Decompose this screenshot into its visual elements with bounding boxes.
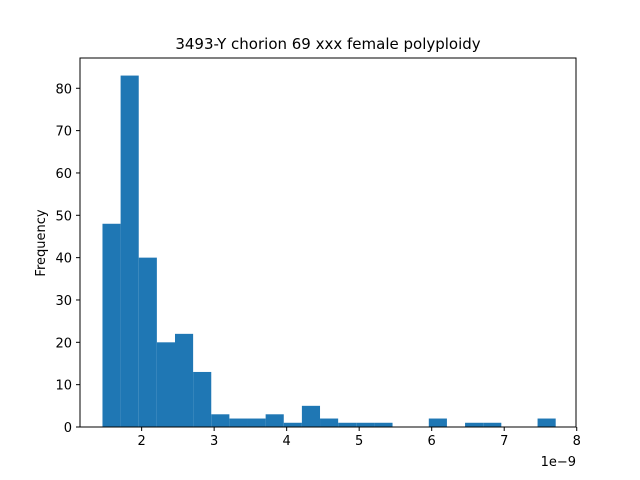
histogram-bar-7 xyxy=(229,418,248,427)
x-tick-label: 6 xyxy=(428,434,436,449)
x-axis-ticks: 2 3 4 5 6 7 8 xyxy=(137,427,581,449)
x-tick-label: 2 xyxy=(137,434,145,449)
histogram-bar-5 xyxy=(193,371,212,427)
y-axis-ticks: 0 10 20 30 40 50 60 70 80 xyxy=(55,82,80,436)
y-tick-label: 10 xyxy=(55,379,72,394)
histogram-bar-13 xyxy=(338,422,357,427)
histogram-bar-2 xyxy=(138,257,157,427)
x-axis-offset-label: 1e−9 xyxy=(541,455,576,470)
histogram-bar-9 xyxy=(265,414,284,427)
x-tick-label: 7 xyxy=(500,434,508,449)
x-tick-label: 5 xyxy=(355,434,363,449)
histogram-bar-20 xyxy=(465,422,484,427)
bars-group xyxy=(102,75,556,428)
histogram-bar-18 xyxy=(428,418,447,427)
y-tick-label: 50 xyxy=(55,209,72,224)
y-tick-label: 20 xyxy=(55,336,72,351)
y-tick-label: 80 xyxy=(55,82,72,97)
y-tick-label: 60 xyxy=(55,167,72,182)
x-tick-label: 3 xyxy=(210,434,218,449)
histogram-bar-11 xyxy=(301,405,321,427)
histogram-bar-1 xyxy=(120,75,139,428)
histogram-bar-24 xyxy=(537,418,556,427)
histogram-bar-3 xyxy=(156,342,175,427)
chart-title: 3493-Y chorion 69 xxx female polyploidy xyxy=(175,35,480,53)
histogram-bar-21 xyxy=(483,422,502,427)
y-tick-label: 30 xyxy=(55,294,72,309)
histogram-bar-14 xyxy=(356,422,375,427)
plot-frame xyxy=(79,57,577,428)
y-axis-label: Frequency xyxy=(34,209,49,276)
x-tick-label: 4 xyxy=(283,434,291,449)
histogram-bar-15 xyxy=(374,422,393,427)
histogram-bar-8 xyxy=(247,418,266,427)
y-tick-label: 70 xyxy=(55,125,72,140)
y-tick-label: 0 xyxy=(64,421,72,436)
y-tick-label: 40 xyxy=(55,252,72,267)
histogram-bar-12 xyxy=(320,418,339,427)
histogram-bar-4 xyxy=(174,333,194,427)
x-tick-label: 8 xyxy=(573,434,581,449)
histogram-bar-0 xyxy=(102,223,121,427)
histogram-bar-10 xyxy=(283,422,302,427)
histogram-bar-6 xyxy=(211,414,230,427)
